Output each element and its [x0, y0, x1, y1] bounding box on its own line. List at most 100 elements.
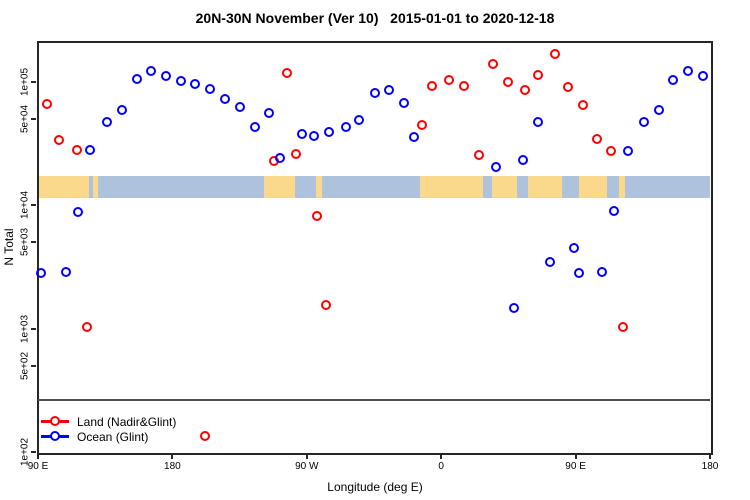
scatter-point-ocean	[682, 65, 693, 76]
scatter-point-land	[503, 77, 514, 87]
x-axis-tick	[440, 454, 443, 459]
scatter-point-ocean	[491, 161, 502, 172]
scatter-point-ocean	[101, 116, 112, 127]
y-axis-tick-label: 5e+03	[19, 228, 31, 257]
scatter-point-ocean	[219, 93, 230, 104]
map-land-segment	[420, 175, 483, 198]
scatter-point-ocean	[597, 266, 608, 277]
x-axis-tick	[305, 454, 308, 459]
y-axis-tick	[31, 241, 36, 244]
scatter-point-ocean	[654, 105, 665, 116]
scatter-point-ocean	[383, 85, 394, 96]
scatter-point-ocean	[370, 87, 381, 98]
scatter-point-ocean	[73, 207, 84, 218]
x-axis-tick-label: 90 W	[295, 461, 319, 472]
y-axis-tick	[31, 81, 36, 83]
scatter-point-land	[549, 48, 560, 59]
y-axis-tick	[31, 364, 36, 367]
scatter-point-ocean	[533, 116, 544, 127]
scatter-point-ocean	[398, 98, 409, 109]
scatter-point-ocean	[667, 74, 678, 85]
scatter-point-ocean	[161, 70, 172, 81]
scatter-point-ocean	[204, 83, 215, 94]
scatter-point-ocean	[189, 79, 200, 90]
scatter-point-land	[473, 149, 484, 160]
x-axis-tick	[709, 454, 711, 459]
map-land-segment	[92, 175, 99, 198]
scatter-point-ocean	[234, 101, 245, 112]
x-axis-title: Longitude (deg E)	[327, 480, 423, 494]
scatter-point-land	[519, 85, 530, 96]
y-axis-tick	[31, 204, 36, 207]
map-land-segment	[315, 175, 322, 198]
y-axis-title: N Total	[2, 228, 16, 266]
scatter-point-ocean	[146, 65, 157, 76]
y-axis-tick-label: 5e+02	[19, 351, 31, 380]
scatter-point-ocean	[697, 70, 708, 81]
legend-circle-icon	[50, 431, 60, 441]
map-land-segment	[618, 175, 625, 198]
x-axis-tick	[171, 454, 174, 459]
scatter-point-land	[53, 134, 64, 145]
scatter-point-land	[606, 145, 617, 156]
y-axis-tick	[31, 118, 36, 121]
scatter-point-land	[578, 100, 589, 111]
chart-title: 20N-30N November (Ver 10) 2015-01-01 to …	[195, 10, 555, 26]
scatter-point-ocean	[249, 122, 260, 133]
y-axis-tick-label: 1e+02	[19, 437, 31, 466]
scatter-point-land	[458, 80, 469, 91]
legend-circle-icon	[50, 416, 60, 426]
scatter-point-ocean	[609, 205, 620, 216]
y-axis-tick-label: 1e+05	[19, 67, 31, 97]
scatter-point-ocean	[61, 266, 72, 277]
scatter-point-ocean	[309, 130, 320, 141]
scatter-point-ocean	[176, 75, 187, 86]
legend-box-top	[38, 399, 710, 401]
map-land-segment	[527, 175, 563, 198]
map-land-segment	[491, 175, 518, 198]
x-axis-tick-label: 180	[164, 461, 181, 472]
scatter-point-ocean	[340, 122, 351, 133]
scatter-point-land	[618, 322, 629, 333]
scatter-point-ocean	[35, 268, 46, 279]
scatter-point-land	[71, 145, 82, 156]
scatter-point-land	[416, 119, 427, 130]
legend-symbol-land	[41, 414, 69, 428]
x-axis-tick-label: 90 E	[27, 461, 49, 472]
scatter-point-land	[200, 430, 211, 441]
map-land-segment	[38, 175, 89, 198]
scatter-point-ocean	[354, 115, 365, 126]
world-map-band	[38, 175, 710, 198]
scatter-point-ocean	[518, 155, 529, 165]
scatter-point-land	[291, 149, 302, 160]
legend-label-ocean: Ocean (Glint)	[77, 430, 149, 444]
scatter-point-ocean	[297, 128, 308, 139]
x-axis-tick	[574, 454, 577, 459]
scatter-point-land	[533, 69, 544, 80]
scatter-point-ocean	[573, 268, 584, 279]
map-land-segment	[264, 175, 295, 198]
scatter-point-ocean	[409, 131, 420, 142]
scatter-point-ocean	[324, 127, 335, 138]
scatter-point-ocean	[509, 302, 520, 313]
scatter-point-land	[282, 68, 293, 79]
scatter-point-ocean	[622, 145, 633, 156]
scatter-point-land	[321, 300, 332, 311]
scatter-point-land	[563, 82, 574, 93]
legend-label-land: Land (Nadir&Glint)	[77, 415, 177, 429]
scatter-point-land	[443, 74, 454, 85]
scatter-point-land	[427, 80, 438, 91]
y-axis-tick	[31, 450, 36, 453]
scatter-point-land	[312, 210, 323, 221]
scatter-point-land	[591, 133, 602, 144]
scatter-point-ocean	[116, 105, 127, 116]
legend-symbol-ocean	[41, 429, 69, 443]
scatter-point-land	[82, 322, 93, 333]
y-axis-tick-label: 1e+04	[19, 191, 31, 220]
x-axis-tick	[37, 454, 39, 459]
map-land-segment	[578, 175, 607, 198]
y-axis-tick-label: 5e+04	[19, 105, 31, 134]
scatter-point-ocean	[274, 153, 285, 164]
scatter-point-ocean	[264, 108, 275, 119]
